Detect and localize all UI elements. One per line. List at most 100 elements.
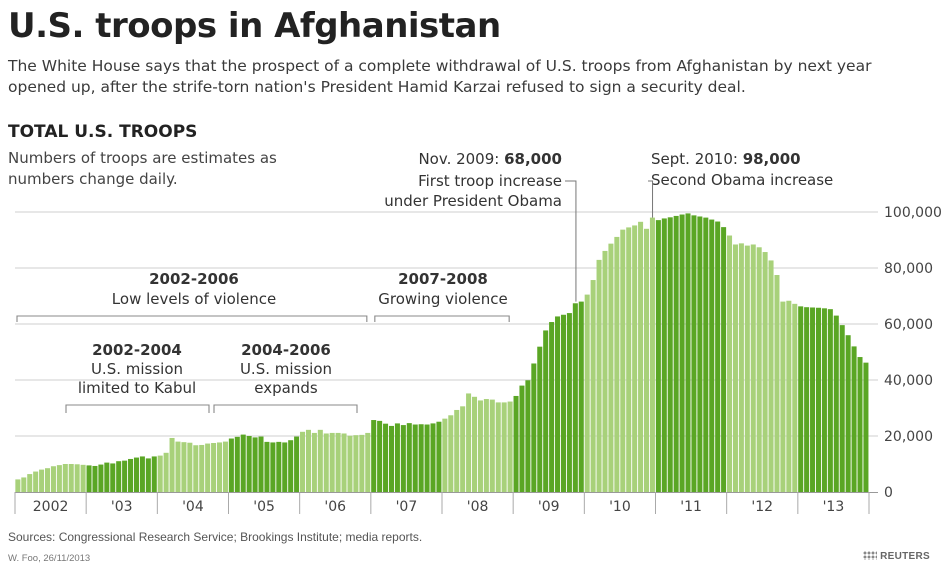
bar (74, 464, 80, 492)
bar (851, 346, 857, 492)
bar (211, 443, 217, 492)
bar (276, 441, 282, 492)
bar (454, 409, 460, 492)
callout-text: First troop increase (418, 172, 562, 190)
bar (709, 219, 715, 492)
y-tick-label: 20,000 (884, 429, 933, 445)
bracket-2002-2004 (65, 404, 210, 413)
y-tick-label: 100,000 (884, 205, 942, 221)
bar (614, 236, 620, 492)
x-tick-label: '08 (467, 499, 489, 515)
bar (56, 465, 62, 492)
bar (756, 247, 762, 492)
bar (151, 456, 157, 492)
bar (335, 432, 341, 492)
bar (477, 400, 483, 492)
bar (341, 433, 347, 492)
x-tick-label: '07 (396, 499, 418, 515)
callout-value: 98,000 (743, 150, 801, 168)
bar (139, 456, 145, 492)
bar (679, 214, 685, 492)
bar (317, 429, 323, 492)
bar (15, 479, 21, 492)
bar (80, 464, 86, 492)
bar-layer (15, 213, 869, 493)
bar (388, 425, 395, 492)
x-tick-label: '10 (609, 499, 631, 515)
bar (86, 465, 92, 492)
callout-line (565, 180, 577, 302)
bar (305, 429, 311, 492)
bar (288, 440, 294, 492)
bar (537, 346, 543, 492)
bar (697, 216, 703, 493)
bar (359, 434, 365, 492)
bar (531, 363, 537, 492)
chart-title: TOTAL U.S. TROOPS (8, 122, 198, 142)
bar (833, 315, 839, 492)
bar (128, 458, 134, 492)
bar (175, 441, 181, 492)
bracket-2004-2006 (213, 404, 358, 413)
bracket-2007-2008 (374, 315, 510, 322)
annotation-text: U.S. mission (240, 360, 332, 378)
chart-note: Numbers of troops are estimates as numbe… (8, 149, 277, 188)
bar (584, 294, 590, 492)
bar (555, 316, 561, 492)
bar (810, 307, 816, 492)
x-tick-label: '11 (680, 499, 702, 515)
bar (400, 425, 406, 492)
bar (513, 395, 519, 492)
bar (549, 322, 555, 492)
bar (430, 423, 436, 492)
bar (371, 420, 377, 492)
bar (169, 437, 175, 492)
bar (732, 244, 738, 492)
annotation-text: Low levels of violence (112, 290, 276, 308)
bar (780, 301, 786, 492)
bar (827, 309, 833, 492)
annotation-range: 2004-2006 (241, 341, 331, 359)
y-tick-label: 60,000 (884, 317, 933, 333)
bar (68, 464, 74, 492)
x-tick-label: '04 (182, 499, 204, 515)
bar (104, 462, 110, 492)
callout-value: 68,000 (504, 150, 562, 168)
y-tick-label: 0 (884, 485, 893, 501)
bar (234, 436, 240, 492)
page-subtitle: The White House says that the prospect o… (8, 57, 872, 96)
bar (578, 301, 584, 492)
bar (845, 335, 851, 492)
bar (507, 401, 513, 492)
bar (145, 458, 151, 492)
bar (442, 418, 448, 492)
bar (33, 471, 39, 492)
bar (311, 432, 317, 492)
bar (264, 441, 270, 492)
bar (715, 221, 721, 492)
bar (839, 325, 845, 492)
bar (347, 435, 353, 492)
bar (649, 217, 655, 492)
bar (472, 396, 478, 492)
bar (240, 434, 246, 492)
bar (377, 420, 383, 492)
bar (501, 402, 507, 492)
bar (774, 275, 780, 492)
bar (620, 229, 626, 492)
bar (744, 245, 750, 492)
logo-text: REUTERS (880, 551, 930, 562)
x-tick-label: '13 (823, 499, 845, 515)
bracket-2002-2006 (16, 315, 368, 322)
x-tick-label: '12 (751, 499, 773, 515)
bar (489, 399, 495, 492)
bar (703, 217, 709, 492)
bar (92, 465, 98, 492)
bar (685, 213, 691, 492)
bar (110, 463, 116, 492)
bar (116, 461, 122, 492)
bar (673, 215, 679, 493)
bar (667, 217, 673, 492)
bar (466, 393, 472, 492)
